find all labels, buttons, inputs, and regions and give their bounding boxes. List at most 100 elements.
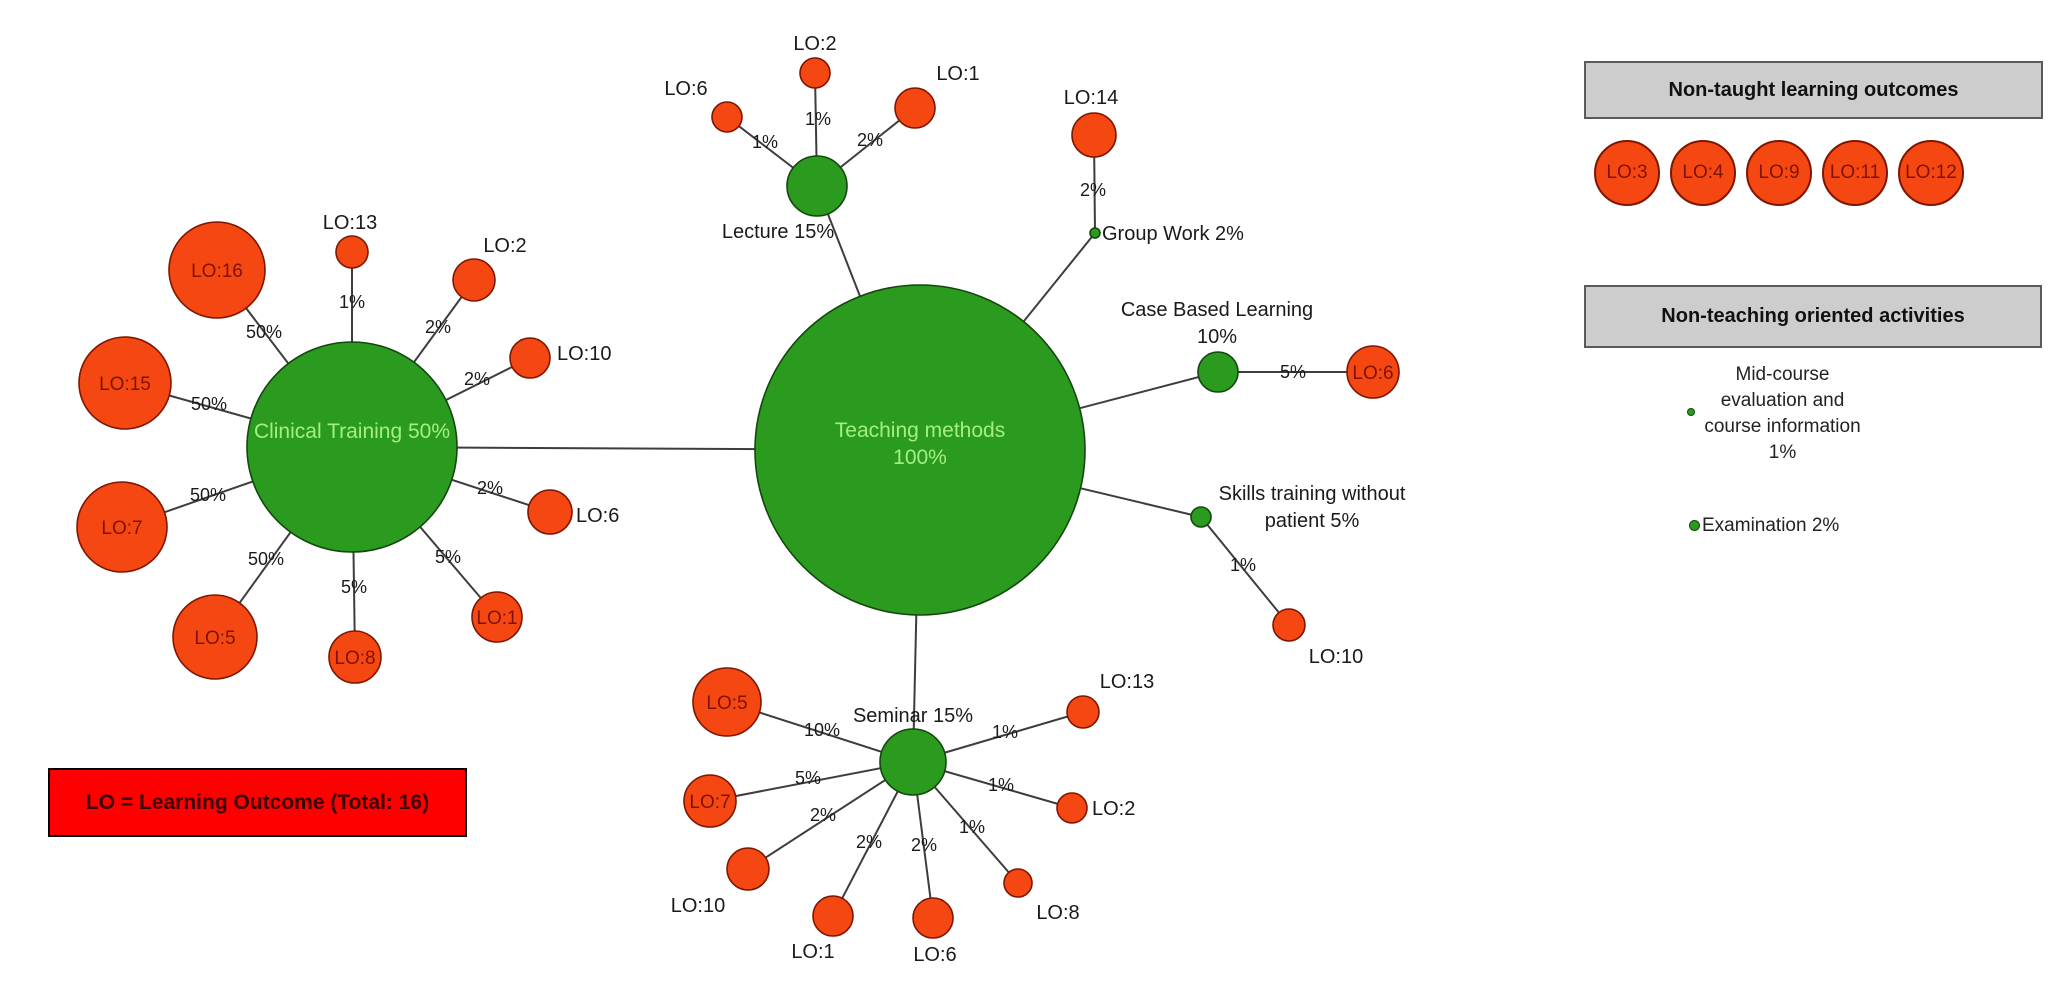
mid-course-label: Mid-course evaluation and course informa… bbox=[1660, 362, 1905, 466]
node-m1 bbox=[812, 895, 854, 937]
node-s10 bbox=[1272, 608, 1306, 642]
node-l2 bbox=[799, 57, 831, 89]
mid-course-line: Mid-course bbox=[1735, 364, 1830, 385]
examination-dot-icon bbox=[1689, 520, 1700, 531]
non-taught-header: Non-taught learning outcomes bbox=[1584, 61, 2043, 119]
node-lecture bbox=[786, 155, 848, 217]
lo-circle-12: LO:12 bbox=[1898, 140, 1964, 206]
node-l1 bbox=[894, 87, 936, 129]
edge-label-clinical-c1: 5% bbox=[435, 547, 461, 567]
node-label-m2: LO:2 bbox=[1092, 798, 1135, 820]
node-label-seminar: Seminar 15% bbox=[853, 705, 973, 727]
node-c8 bbox=[328, 630, 382, 684]
node-label-l6: LO:6 bbox=[664, 78, 707, 100]
node-c7 bbox=[76, 481, 168, 573]
node-c1 bbox=[471, 591, 523, 643]
node-label-cbl: 10% bbox=[1197, 326, 1237, 348]
edge-label-clinical-c16: 50% bbox=[246, 322, 282, 342]
edge-label-clinical-c5: 50% bbox=[248, 549, 284, 569]
node-label-skills: patient 5% bbox=[1265, 510, 1360, 532]
node-label-skills: Skills training without bbox=[1219, 483, 1406, 505]
edge-label-clinical-c15: 50% bbox=[191, 394, 227, 414]
node-cbl bbox=[1197, 351, 1239, 393]
node-label-m13: LO:13 bbox=[1100, 671, 1154, 693]
node-c2 bbox=[452, 258, 496, 302]
non-taught-circle-row: LO:3 LO:4 LO:9 LO:11 LO:12 bbox=[1594, 140, 1964, 206]
node-m10 bbox=[726, 847, 770, 891]
edge-label-seminar-m5: 10% bbox=[804, 720, 840, 740]
node-label-teaching: 100% bbox=[893, 446, 947, 469]
node-label-l2: LO:2 bbox=[793, 33, 836, 55]
node-m8 bbox=[1003, 868, 1033, 898]
lo-circle-label: LO:12 bbox=[1905, 162, 1957, 183]
node-label-c7: LO:7 bbox=[101, 518, 142, 539]
node-label-c1: LO:1 bbox=[476, 608, 517, 629]
lo-circle-label: LO:11 bbox=[1829, 162, 1881, 183]
node-label-b6: LO:6 bbox=[1352, 363, 1393, 384]
node-groupwork bbox=[1089, 227, 1101, 239]
legend-box: LO = Learning Outcome (Total: 16) bbox=[48, 768, 467, 837]
node-c6 bbox=[527, 489, 573, 535]
node-label-c5: LO:5 bbox=[194, 628, 235, 649]
edge-label-clinical-c2: 2% bbox=[425, 317, 451, 337]
edge-label-clinical-c13: 1% bbox=[339, 292, 365, 312]
examination-label: Examination 2% bbox=[1702, 515, 1840, 536]
node-seminar bbox=[879, 728, 947, 796]
node-c15 bbox=[78, 336, 172, 430]
edge-label-clinical-c8: 5% bbox=[341, 577, 367, 597]
non-teaching-title: Non-teaching oriented activities bbox=[1661, 305, 1965, 327]
node-label-c13: LO:13 bbox=[323, 212, 377, 234]
node-label-m10: LO:10 bbox=[671, 895, 725, 917]
node-label-lecture: Lecture 15% bbox=[722, 221, 835, 243]
node-c5 bbox=[172, 594, 258, 680]
node-clinical bbox=[246, 341, 458, 553]
node-label-cbl: Case Based Learning bbox=[1121, 299, 1313, 321]
node-label-c2: LO:2 bbox=[483, 235, 526, 257]
node-label-c8: LO:8 bbox=[334, 648, 375, 669]
node-c16 bbox=[168, 221, 266, 319]
node-label-m1: LO:1 bbox=[791, 941, 834, 963]
mid-course-dot-icon bbox=[1687, 408, 1695, 416]
edge-label-seminar-m2: 1% bbox=[988, 775, 1014, 795]
lo-circle-9: LO:9 bbox=[1746, 140, 1812, 206]
node-m6 bbox=[912, 897, 954, 939]
edge-label-seminar-m1: 2% bbox=[856, 832, 882, 852]
node-label-m6: LO:6 bbox=[913, 944, 956, 966]
node-b6 bbox=[1346, 345, 1400, 399]
lo-circle-label: LO:3 bbox=[1606, 162, 1648, 183]
node-label-c15: LO:15 bbox=[99, 374, 151, 395]
edge-label-seminar-m10: 2% bbox=[810, 805, 836, 825]
node-label-m8: LO:8 bbox=[1036, 902, 1079, 924]
edge-label-groupwork-g14: 2% bbox=[1080, 180, 1106, 200]
mid-course-line: evaluation and bbox=[1720, 390, 1845, 411]
edge-label-seminar-m13: 1% bbox=[992, 722, 1018, 742]
node-c13 bbox=[335, 235, 369, 269]
lo-circle-label: LO:9 bbox=[1758, 162, 1800, 183]
node-label-s10: LO:10 bbox=[1309, 646, 1363, 668]
non-taught-title: Non-taught learning outcomes bbox=[1668, 78, 1959, 101]
node-label-groupwork: Group Work 2% bbox=[1102, 223, 1244, 245]
node-label-c6: LO:6 bbox=[576, 505, 619, 527]
node-label-c10: LO:10 bbox=[557, 343, 611, 365]
edge-label-lecture-l1: 2% bbox=[857, 130, 883, 150]
node-m7 bbox=[683, 774, 737, 828]
edge-skills-s10 bbox=[1200, 516, 1290, 626]
mid-course-line: course information bbox=[1704, 416, 1861, 437]
edge-label-clinical-c10: 2% bbox=[464, 369, 490, 389]
lo-circle-3: LO:3 bbox=[1594, 140, 1660, 206]
lo-circle-11: LO:11 bbox=[1822, 140, 1888, 206]
node-label-m7: LO:7 bbox=[689, 792, 730, 813]
node-m2 bbox=[1056, 792, 1088, 824]
node-m5 bbox=[692, 667, 762, 737]
legend-label: LO = Learning Outcome (Total: 16) bbox=[85, 790, 430, 814]
edge-label-seminar-m6: 2% bbox=[911, 835, 937, 855]
node-skills bbox=[1190, 506, 1212, 528]
edge-label-clinical-c6: 2% bbox=[477, 478, 503, 498]
node-g14 bbox=[1071, 112, 1117, 158]
edge-label-lecture-l2: 1% bbox=[805, 109, 831, 129]
lo-circle-label: LO:4 bbox=[1682, 162, 1724, 183]
lo-circle-4: LO:4 bbox=[1670, 140, 1736, 206]
node-m13 bbox=[1066, 695, 1100, 729]
node-label-m5: LO:5 bbox=[706, 693, 747, 714]
